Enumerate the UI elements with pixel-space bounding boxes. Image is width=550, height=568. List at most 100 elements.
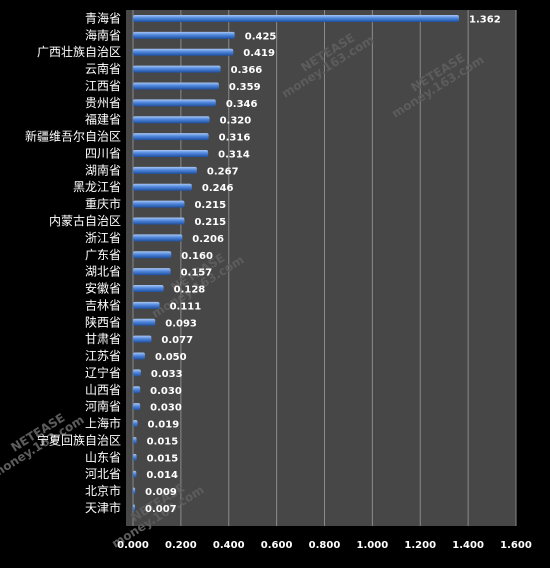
category-label: 山西省	[85, 383, 121, 397]
value-label: 0.314	[218, 149, 250, 160]
x-tick-label: 1.400	[452, 540, 484, 551]
category-label: 新疆维吾尔自治区	[25, 129, 121, 144]
bar	[133, 420, 138, 428]
value-label: 0.160	[181, 251, 213, 262]
value-label: 0.015	[147, 453, 179, 464]
category-label: 湖北省	[85, 264, 121, 279]
value-label: 0.267	[207, 166, 239, 177]
bars	[133, 14, 460, 512]
bar	[133, 301, 160, 309]
value-label: 0.007	[145, 504, 177, 515]
category-label: 河北省	[85, 467, 121, 481]
bar	[133, 335, 152, 343]
value-label: 0.419	[243, 48, 275, 59]
value-label: 0.030	[150, 403, 182, 414]
bar	[133, 234, 183, 242]
category-label: 海南省	[85, 27, 121, 42]
category-label: 辽宁省	[85, 365, 121, 380]
value-label: 0.077	[161, 335, 193, 346]
bar	[133, 285, 164, 293]
value-label: 0.128	[174, 285, 206, 296]
category-label: 湖南省	[85, 162, 121, 177]
bar	[133, 369, 141, 377]
bar	[133, 133, 209, 141]
plot-area	[126, 10, 516, 526]
category-label: 福建省	[85, 112, 121, 127]
category-label: 上海市	[85, 416, 121, 431]
bar	[133, 65, 221, 73]
bar	[133, 403, 141, 411]
value-label: 0.033	[151, 369, 183, 380]
bar	[133, 14, 460, 22]
category-label: 青海省	[85, 10, 121, 25]
x-tick-label: 0.000	[117, 540, 149, 551]
value-label: 1.362	[469, 14, 501, 25]
category-label: 广东省	[85, 248, 121, 262]
bar	[133, 251, 172, 259]
category-label: 四川省	[85, 146, 121, 160]
value-label: 0.316	[219, 133, 251, 144]
bar	[133, 436, 137, 444]
category-label: 江苏省	[85, 349, 121, 363]
bar	[133, 352, 145, 360]
value-label: 0.009	[145, 487, 177, 498]
x-tick-label: 0.600	[261, 540, 293, 551]
value-label: 0.206	[192, 234, 224, 245]
category-label: 河南省	[85, 399, 121, 414]
category-labels: 青海省 1.362 海南省 0.425 广西壮族自治区 0.419 云南省 0.366 江西省 0…	[25, 10, 501, 515]
bar	[133, 48, 234, 56]
category-label: 天津市	[85, 500, 121, 515]
bar	[133, 149, 209, 157]
x-tick-label: 0.200	[165, 540, 197, 551]
value-label: 0.015	[147, 436, 179, 447]
bar	[133, 470, 137, 478]
value-label: 0.050	[155, 352, 187, 363]
bar	[133, 99, 216, 107]
bar	[133, 504, 135, 512]
category-label: 内蒙古自治区	[49, 213, 121, 228]
value-label: 0.359	[229, 82, 261, 93]
category-label: 贵州省	[85, 96, 121, 110]
value-label: 0.215	[194, 217, 226, 228]
category-label: 浙江省	[85, 231, 121, 245]
x-tick-label: 1.200	[404, 540, 436, 551]
category-label: 云南省	[85, 61, 121, 76]
bar	[133, 268, 171, 276]
category-label: 广西壮族自治区	[37, 45, 121, 59]
x-tick-label: 1.600	[500, 540, 532, 551]
value-label: 0.215	[194, 200, 226, 211]
category-label: 宁夏回族自治区	[37, 432, 121, 447]
value-label: 0.019	[148, 420, 180, 431]
category-label: 重庆市	[85, 196, 121, 211]
value-label: 0.157	[181, 268, 213, 279]
x-axis: 0.000 0.200 0.400 0.600 0.800 1.000 1.200 1.400…	[117, 540, 532, 551]
bar	[133, 453, 137, 461]
category-label: 吉林省	[85, 298, 121, 312]
category-label: 江西省	[85, 79, 121, 93]
value-label: 0.425	[245, 31, 277, 42]
category-label: 甘肃省	[85, 332, 121, 346]
category-label: 黑龙江省	[73, 180, 121, 194]
bar	[133, 487, 136, 495]
value-label: 0.093	[165, 318, 197, 329]
value-label: 0.030	[150, 386, 182, 397]
x-tick-label: 0.400	[213, 540, 245, 551]
bar	[133, 82, 219, 90]
value-label: 0.366	[231, 65, 263, 76]
bar	[133, 183, 192, 191]
value-label: 0.014	[146, 470, 178, 481]
value-label: 0.346	[226, 99, 258, 110]
bar	[133, 318, 156, 326]
x-tick-label: 1.000	[357, 540, 389, 551]
value-label: 0.320	[220, 116, 252, 127]
value-label: 0.111	[170, 301, 202, 312]
bar	[133, 386, 141, 394]
category-label: 安徽省	[85, 281, 121, 296]
gridlines	[132, 10, 517, 526]
value-label: 0.246	[202, 183, 234, 194]
category-label: 山东省	[85, 450, 121, 464]
category-label: 陕西省	[85, 314, 121, 329]
bar	[133, 31, 235, 39]
